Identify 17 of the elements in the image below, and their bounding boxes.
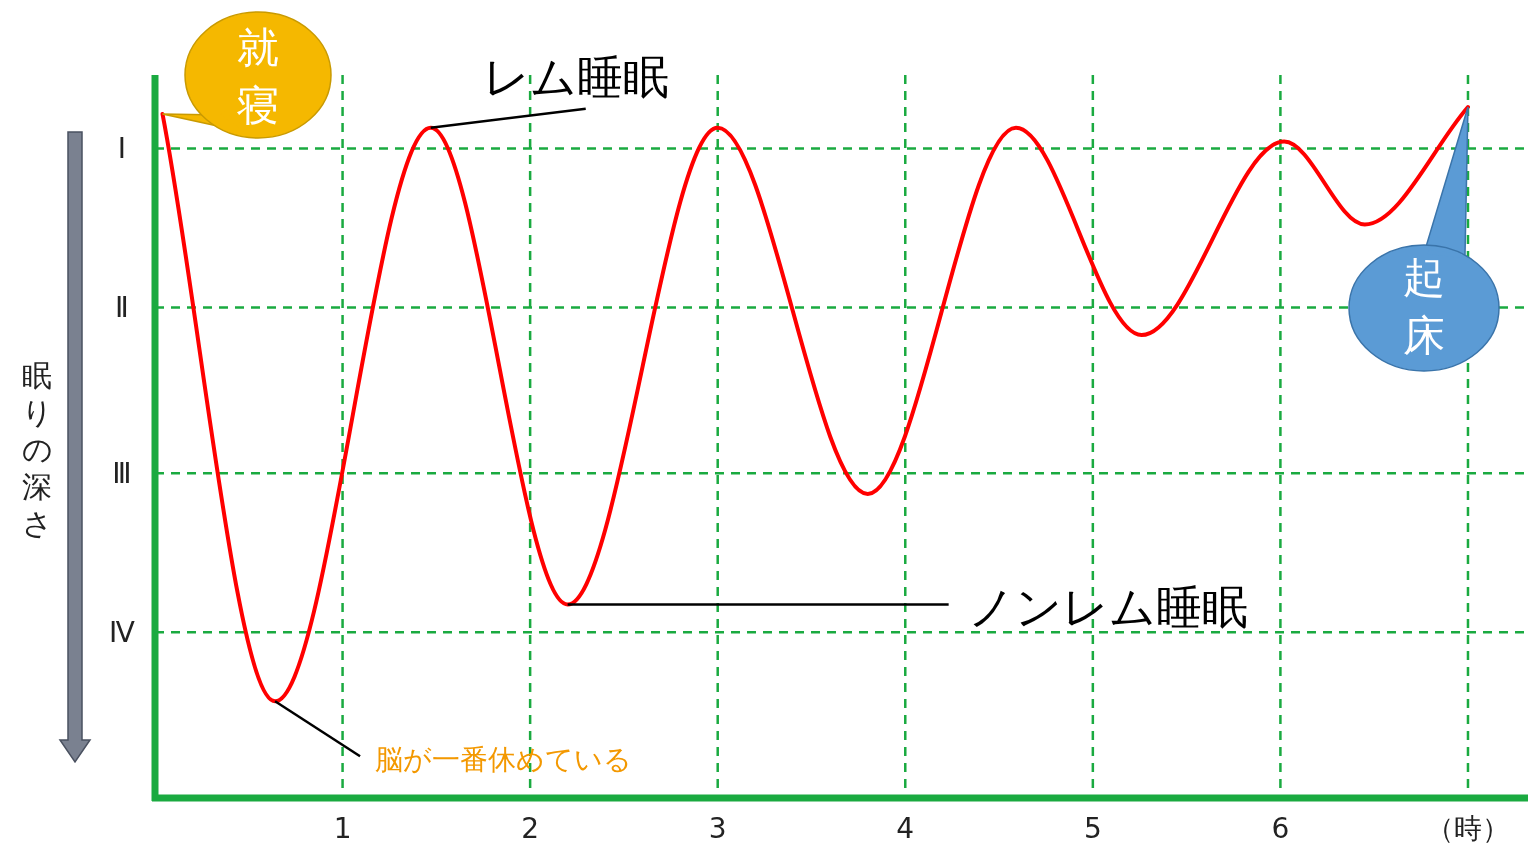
x-tick-label: 6 <box>1271 812 1290 845</box>
annotation: 就寝 <box>237 23 279 130</box>
annotation: 起床 <box>1403 253 1445 360</box>
x-tick-label: 5 <box>1083 812 1102 845</box>
y-axis-title: 眠りの深さ <box>21 358 53 541</box>
annotation: ノンレム睡眠 <box>967 579 1248 634</box>
ref-line-label: Ⅲ <box>112 457 132 491</box>
annotation: レム睡眠 <box>482 49 669 104</box>
x-tick-label: （時） <box>1425 812 1510 845</box>
x-tick-label: 2 <box>521 812 540 845</box>
ref-line-label: Ⅱ <box>115 291 129 325</box>
x-tick-label: 4 <box>896 812 915 845</box>
ref-line-label: Ⅳ <box>109 616 136 650</box>
x-tick-label: 1 <box>333 812 352 845</box>
annotation: 脳が一番休めている <box>375 743 633 777</box>
x-tick-label: 3 <box>708 812 727 845</box>
ref-line-label: Ⅰ <box>117 132 127 166</box>
